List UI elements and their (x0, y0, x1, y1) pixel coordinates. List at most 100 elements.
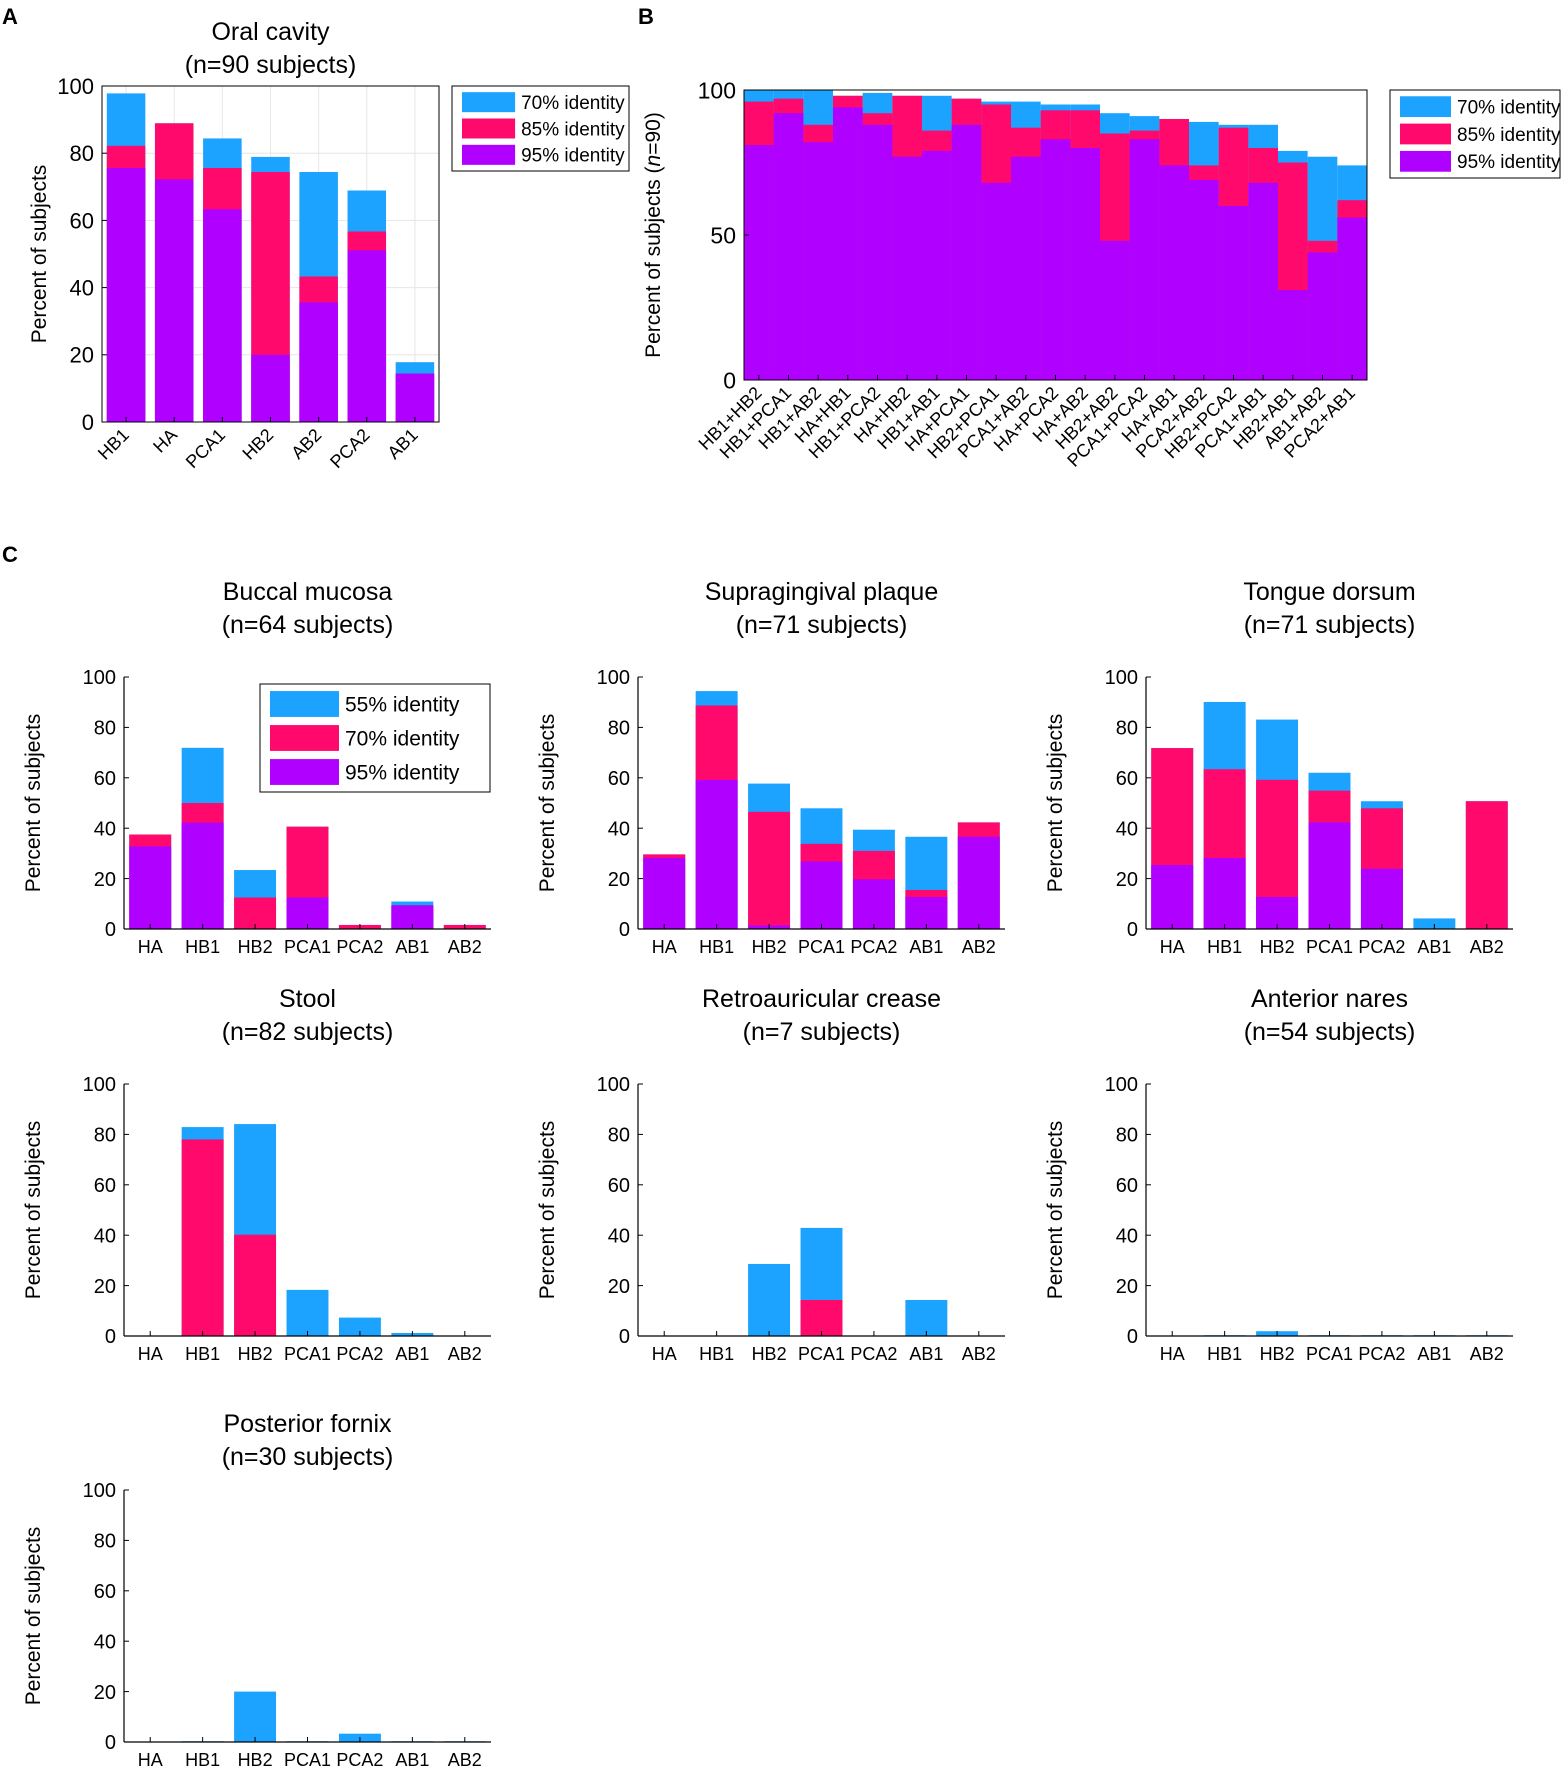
bar-c95-pca1 (1308, 822, 1351, 929)
chart-subtitle: (n=71 subjects) (736, 611, 908, 639)
bar-c95-hb2+pca2 (1218, 206, 1249, 380)
y-axis-label: Percent of subjects (22, 1121, 45, 1300)
bar-c95-hb2+pca1 (981, 182, 1011, 380)
y-tick-label: 0 (82, 410, 94, 435)
bar-c95-pca1+ab1 (1248, 182, 1278, 380)
bar-c95-ha (643, 857, 686, 929)
x-tick-label: HB1 (699, 1344, 734, 1364)
bar-c95-pca1+ab2 (1011, 156, 1041, 380)
y-tick-label: 60 (94, 768, 116, 790)
legend-swatch-c95 (270, 759, 339, 785)
bar-c95-ab1 (905, 896, 948, 929)
chart-subtitle: (n=54 subjects) (1244, 1018, 1416, 1046)
y-tick-label: 60 (94, 1581, 116, 1603)
bar-c95-pca2+ab2 (1189, 179, 1219, 380)
y-tick-label: 0 (723, 367, 736, 393)
y-tick-label: 20 (1116, 1276, 1138, 1298)
legend-label: 55% identity (345, 694, 460, 717)
chart-c-buccal: 0 20 40 60 80 100 HA HB1 HB2 PCA1 PCA2 AB1 AB2 Percen… (22, 578, 491, 957)
y-tick-label: 80 (94, 1125, 116, 1147)
bar-c95-ha+ab2 (1070, 148, 1100, 380)
x-tick-label: AB1 (1417, 1344, 1451, 1364)
legend-label: 85% identity (1457, 125, 1561, 146)
bar-c95-hb1+hb2 (744, 145, 774, 380)
y-tick-label: 100 (83, 1074, 116, 1096)
y-tick-label: 50 (710, 222, 736, 248)
x-tick-label: AB1 (395, 937, 429, 957)
x-tick-label: PCA1 (284, 1750, 331, 1770)
x-tick-label: PCA1 (1306, 1344, 1353, 1364)
bar-c85-hb2 (234, 897, 277, 929)
y-tick-label: 20 (94, 1276, 116, 1298)
chart-title: Stool (279, 985, 336, 1013)
x-tick-label: AB1 (395, 1750, 429, 1770)
y-tick-label: 0 (1127, 1326, 1138, 1348)
bar-c95-hb1+ab1 (922, 150, 952, 380)
bar-c95-pca1 (800, 861, 843, 929)
x-tick-label: HB2 (238, 1344, 273, 1364)
x-tick-label: HB1 (185, 1750, 220, 1770)
bar-c95-hb2+ab1 (1278, 290, 1308, 380)
x-tick-label: HA (652, 937, 677, 957)
x-tick-label: HB1 (94, 425, 133, 464)
y-tick-label: 60 (94, 1175, 116, 1197)
x-tick-label: HA (652, 1344, 677, 1364)
chart-title: Tongue dorsum (1243, 578, 1415, 606)
chart-c-supragingival: 0 20 40 60 80 100 HA HB1 HB2 PCA1 PCA2 AB1 AB2 Percen… (536, 578, 1005, 957)
chart-c-retroauricular: 0 20 40 60 80 100 HA HB1 HB2 PCA1 PCA2 AB1 AB2 Percen… (536, 985, 1005, 1364)
x-tick-label: PCA2 (326, 425, 373, 472)
x-tick-label: AB1 (395, 1344, 429, 1364)
legend-label: 95% identity (521, 146, 625, 167)
y-tick-label: 40 (70, 276, 94, 301)
y-tick-label: 40 (94, 818, 116, 840)
x-tick-label: AB2 (962, 937, 996, 957)
y-tick-label: 80 (70, 141, 94, 166)
bar-c95-pca1+pca2 (1129, 139, 1160, 380)
y-tick-label: 0 (619, 919, 630, 941)
y-tick-label: 100 (1105, 1074, 1138, 1096)
x-tick-label: PCA1 (284, 937, 331, 957)
chart-c-tongue: 0 20 40 60 80 100 HA HB1 HB2 PCA1 PCA2 AB1 AB2 Percen… (1044, 578, 1513, 957)
bar-c95-hb1+ab2 (803, 142, 833, 380)
chart-subtitle: (n=90 subjects) (185, 51, 357, 79)
y-axis-label: Percent of subjects (536, 714, 559, 893)
bar-c95-pca2 (347, 250, 387, 422)
chart-subtitle: (n=82 subjects) (222, 1018, 394, 1046)
y-axis-label: Percent of subjects (536, 1121, 559, 1300)
bar-c95-hb1 (695, 779, 738, 929)
bar-c85-pca1 (800, 1299, 843, 1336)
legend-label: 70% identity (521, 93, 625, 114)
y-tick-label: 0 (105, 1326, 116, 1348)
chart-subtitle: (n=30 subjects) (222, 1443, 394, 1471)
bar-c95-ha (129, 846, 172, 929)
x-tick-label: HB2 (1260, 1344, 1295, 1364)
y-tick-label: 20 (70, 343, 94, 368)
y-tick-label: 0 (105, 919, 116, 941)
bar-c95-hb1 (1203, 857, 1246, 929)
x-tick-label: AB2 (1470, 937, 1504, 957)
x-tick-label: HA (149, 425, 181, 457)
legend-label: 70% identity (345, 728, 460, 751)
legend-label: 85% identity (521, 119, 625, 140)
bar-c95-ha+hb2 (892, 156, 922, 380)
x-tick-label: HB1 (699, 937, 734, 957)
y-tick-label: 80 (94, 718, 116, 740)
x-tick-label: PCA2 (1358, 937, 1405, 957)
x-tick-label: PCA2 (850, 1344, 897, 1364)
legend-swatch-c85 (1400, 123, 1451, 145)
chart-a: 0 20 40 60 80 100 HB1 HA PCA1 HB2 AB2 PCA2 AB1 Percen… (28, 18, 630, 472)
x-tick-label: PCA1 (798, 1344, 845, 1364)
y-tick-label: 100 (83, 1480, 116, 1502)
y-tick-label: 100 (83, 667, 116, 689)
x-tick-label: AB2 (287, 425, 325, 463)
x-tick-label: HA (138, 1750, 163, 1770)
bar-c85-hb2 (234, 1234, 277, 1336)
chart-title: Oral cavity (211, 18, 330, 46)
bar-c95-hb1+pca2 (862, 124, 893, 380)
x-tick-label: AB1 (909, 937, 943, 957)
x-tick-label: HA (138, 1344, 163, 1364)
legend-swatch-c70 (462, 92, 516, 113)
legend-swatch-c85 (462, 118, 516, 139)
